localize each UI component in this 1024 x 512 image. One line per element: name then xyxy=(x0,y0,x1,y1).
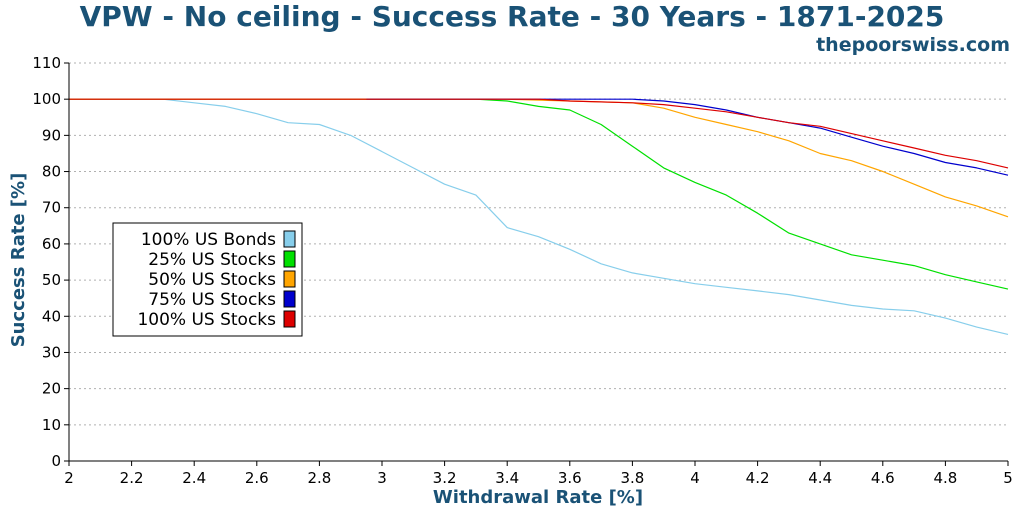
y-tick-label: 10 xyxy=(42,416,61,434)
legend-label: 100% US Bonds xyxy=(141,230,276,250)
y-tick-label: 90 xyxy=(42,126,61,144)
y-tick-label: 60 xyxy=(42,235,61,253)
x-axis-label: Withdrawal Rate [%] xyxy=(433,487,643,508)
y-tick-label: 40 xyxy=(42,307,61,325)
series-line-5 xyxy=(69,98,1009,169)
x-tick-label: 4.4 xyxy=(808,469,832,487)
x-tick-label: 2.2 xyxy=(120,469,144,487)
legend-label: 75% US Stocks xyxy=(148,290,276,310)
y-axis-ticks: 0 10 20 30 40 50 60 70 80 90 100 110 xyxy=(32,54,69,470)
series-lines xyxy=(69,98,1009,335)
x-tick-label: 3 xyxy=(377,469,387,487)
y-tick-label: 30 xyxy=(42,343,61,361)
x-tick-label: 5 xyxy=(1003,469,1013,487)
series-line-1 xyxy=(69,98,1009,335)
legend-swatch xyxy=(283,310,296,328)
legend-swatch xyxy=(283,270,296,288)
y-tick-label: 50 xyxy=(42,271,61,289)
legend-box xyxy=(112,222,303,337)
x-tick-label: 2.4 xyxy=(182,469,206,487)
legend-label: 25% US Stocks xyxy=(148,250,276,270)
y-tick-label: 110 xyxy=(32,54,61,72)
legend-label: 100% US Stocks xyxy=(137,310,276,330)
legend-swatch xyxy=(283,290,296,308)
x-tick-label: 4.6 xyxy=(871,469,895,487)
x-tick-label: 2 xyxy=(64,469,74,487)
watermark-text: thepoorswiss.com xyxy=(816,34,1010,56)
series-line-3 xyxy=(69,98,1009,218)
series-line-4 xyxy=(366,98,1009,176)
x-axis-ticks: 2 2.2 2.4 2.6 2.8 3 3.2 3.4 3.6 3.8 4 4.2 4.4 4.6 4.8 5 xyxy=(64,461,1013,487)
y-tick-label: 20 xyxy=(42,380,61,398)
x-tick-label: 3.8 xyxy=(620,469,644,487)
chart-title: VPW - No ceiling - Success Rate - 30 Yea… xyxy=(79,0,945,33)
x-tick-label: 3.4 xyxy=(495,469,519,487)
x-tick-label: 2.8 xyxy=(307,469,331,487)
y-tick-label: 70 xyxy=(42,199,61,217)
x-tick-label: 4 xyxy=(690,469,700,487)
legend-swatch xyxy=(283,230,296,248)
x-tick-label: 2.6 xyxy=(245,469,269,487)
y-tick-label: 0 xyxy=(51,452,61,470)
x-tick-label: 4.2 xyxy=(746,469,770,487)
legend-label: 50% US Stocks xyxy=(148,270,276,290)
y-tick-label: 100 xyxy=(32,90,61,108)
y-axis-label: Success Rate [%] xyxy=(8,173,29,348)
x-tick-label: 4.8 xyxy=(933,469,957,487)
y-tick-label: 80 xyxy=(42,163,61,181)
x-tick-label: 3.6 xyxy=(558,469,582,487)
legend-swatch xyxy=(283,250,296,268)
series-line-2 xyxy=(69,98,1009,290)
x-tick-label: 3.2 xyxy=(433,469,457,487)
axes xyxy=(68,63,1008,462)
